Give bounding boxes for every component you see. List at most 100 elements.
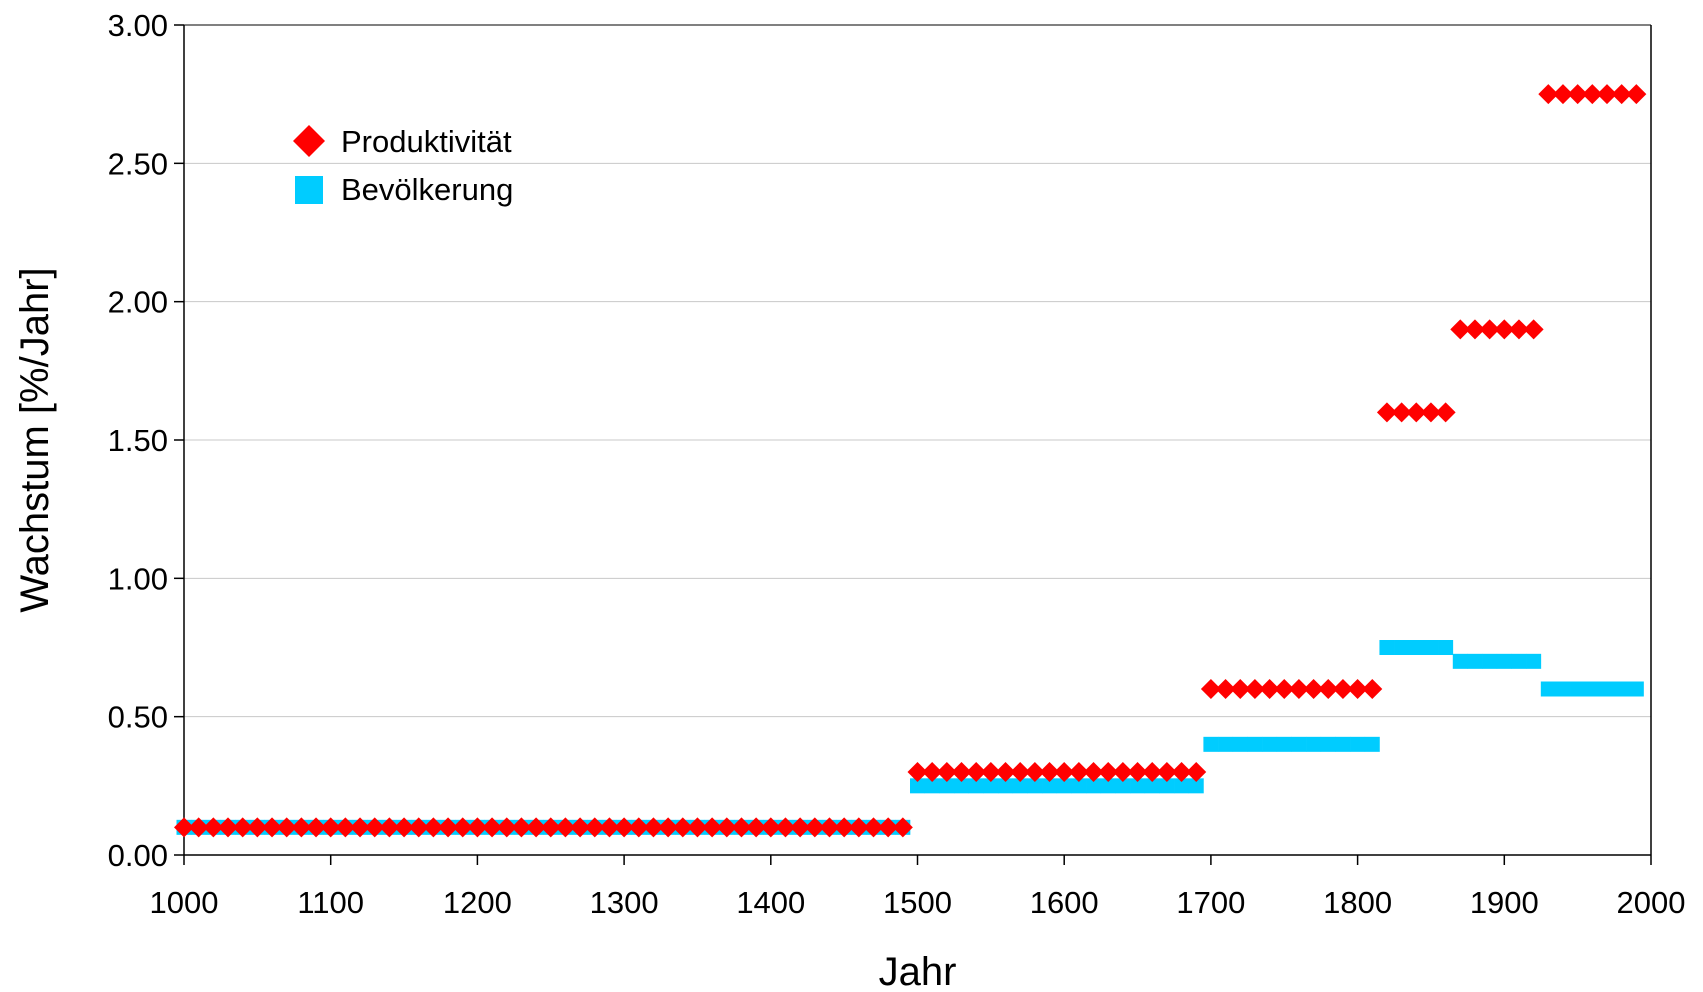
data-point-square xyxy=(1247,736,1263,752)
x-tick-label: 1000 xyxy=(150,885,219,920)
data-point-diamond xyxy=(1420,402,1441,423)
data-point-diamond xyxy=(408,817,429,838)
data-point-diamond xyxy=(1156,762,1177,782)
data-point-square xyxy=(1086,778,1102,794)
data-point-diamond xyxy=(951,762,972,782)
data-point-diamond xyxy=(1435,402,1456,423)
y-tick-label: 1.50 xyxy=(108,423,168,458)
data-point-square xyxy=(1174,778,1190,794)
legend-label: Bevölkerung xyxy=(341,172,513,207)
data-point-square xyxy=(1012,778,1028,794)
x-tick-label: 1700 xyxy=(1176,885,1245,920)
data-point-square xyxy=(1526,653,1542,669)
data-point-square xyxy=(1438,640,1454,655)
data-point-diamond xyxy=(1039,762,1060,782)
data-point-diamond xyxy=(1068,762,1089,782)
data-point-square xyxy=(1482,653,1498,669)
x-tick-label: 1500 xyxy=(883,885,952,920)
data-point-diamond xyxy=(848,817,869,838)
x-axis-title: Jahr xyxy=(879,950,957,992)
series-bevoelkerung xyxy=(176,640,1644,835)
data-point-diamond xyxy=(511,817,532,838)
data-point-diamond xyxy=(834,817,855,838)
data-point-diamond xyxy=(1186,762,1207,782)
data-point-square xyxy=(1203,736,1219,752)
data-point-square xyxy=(1511,653,1527,669)
data-point-diamond xyxy=(687,817,708,838)
y-tick-label: 0.00 xyxy=(108,838,168,873)
data-point-diamond xyxy=(907,762,928,782)
data-point-diamond xyxy=(614,817,635,838)
x-tick-label: 1600 xyxy=(1030,885,1099,920)
data-point-square xyxy=(1056,778,1072,794)
y-tick-label: 0.50 xyxy=(108,700,168,735)
data-point-diamond xyxy=(350,817,371,838)
data-point-square xyxy=(1394,640,1410,655)
data-point-diamond xyxy=(1391,402,1412,423)
legend-label: Produktivität xyxy=(341,124,512,159)
data-point-square xyxy=(1042,778,1058,794)
data-point-square xyxy=(1291,736,1307,752)
data-point-square xyxy=(1027,778,1043,794)
data-point-square xyxy=(1232,736,1248,752)
data-point-diamond xyxy=(1215,679,1236,699)
data-point-square xyxy=(1584,681,1600,697)
tick-labels: 0.00 0.50 1.00 1.50 2.00 2.50 3.00 1000 1100 1200… xyxy=(108,8,1686,920)
axes xyxy=(174,24,1652,865)
data-point-diamond xyxy=(1332,679,1353,699)
data-point-diamond xyxy=(291,817,312,838)
data-point-square xyxy=(1496,653,1512,669)
data-point-square xyxy=(1071,778,1087,794)
legend: Produktivität Bevölkerung xyxy=(293,124,513,207)
x-tick-label: 1200 xyxy=(443,885,512,920)
data-point-diamond xyxy=(452,817,473,838)
data-point-square xyxy=(1218,736,1234,752)
data-point-diamond xyxy=(1288,679,1309,699)
data-point-diamond xyxy=(1450,319,1471,340)
data-point-square xyxy=(1130,778,1146,794)
data-point-diamond xyxy=(526,817,547,838)
data-point-square xyxy=(968,778,984,794)
data-point-diamond xyxy=(584,817,605,838)
data-point-diamond xyxy=(188,817,209,838)
data-point-diamond xyxy=(1171,762,1192,782)
data-point-square xyxy=(998,778,1014,794)
data-point-diamond xyxy=(1626,84,1647,105)
data-point-diamond xyxy=(599,817,620,838)
data-point-diamond xyxy=(1054,762,1075,782)
data-point-square xyxy=(1188,778,1204,794)
y-tick-label: 2.50 xyxy=(108,146,168,181)
data-point-diamond xyxy=(1259,679,1280,699)
data-point-diamond xyxy=(1127,762,1148,782)
data-point-diamond xyxy=(364,817,385,838)
data-point-diamond xyxy=(731,817,752,838)
x-tick-label: 1300 xyxy=(590,885,659,920)
data-point-square xyxy=(1115,778,1131,794)
data-point-diamond xyxy=(570,817,591,838)
y-tick-label: 3.00 xyxy=(108,8,168,43)
data-point-square xyxy=(924,778,940,794)
data-point-diamond xyxy=(863,817,884,838)
data-point-diamond xyxy=(174,817,194,838)
data-point-diamond xyxy=(1596,84,1617,105)
x-tick-label: 1100 xyxy=(297,885,364,920)
data-point-diamond xyxy=(335,817,356,838)
data-point-diamond xyxy=(1010,762,1031,782)
data-point-diamond xyxy=(922,762,943,782)
data-point-square xyxy=(1306,736,1322,752)
legend-diamond-icon xyxy=(293,125,325,157)
data-point-diamond xyxy=(1318,679,1339,699)
data-point-square xyxy=(1423,640,1439,655)
data-point-square xyxy=(1144,778,1160,794)
data-point-diamond xyxy=(966,762,987,782)
data-point-diamond xyxy=(1508,319,1529,340)
data-point-square xyxy=(1364,736,1380,752)
data-point-square xyxy=(1467,653,1483,669)
data-point-diamond xyxy=(203,817,224,838)
data-point-diamond xyxy=(819,817,840,838)
data-point-diamond xyxy=(672,817,693,838)
data-point-diamond xyxy=(1538,84,1559,105)
x-tick-label: 1800 xyxy=(1323,885,1392,920)
y-tick-label: 1.00 xyxy=(108,561,168,596)
data-point-square xyxy=(1452,653,1468,669)
